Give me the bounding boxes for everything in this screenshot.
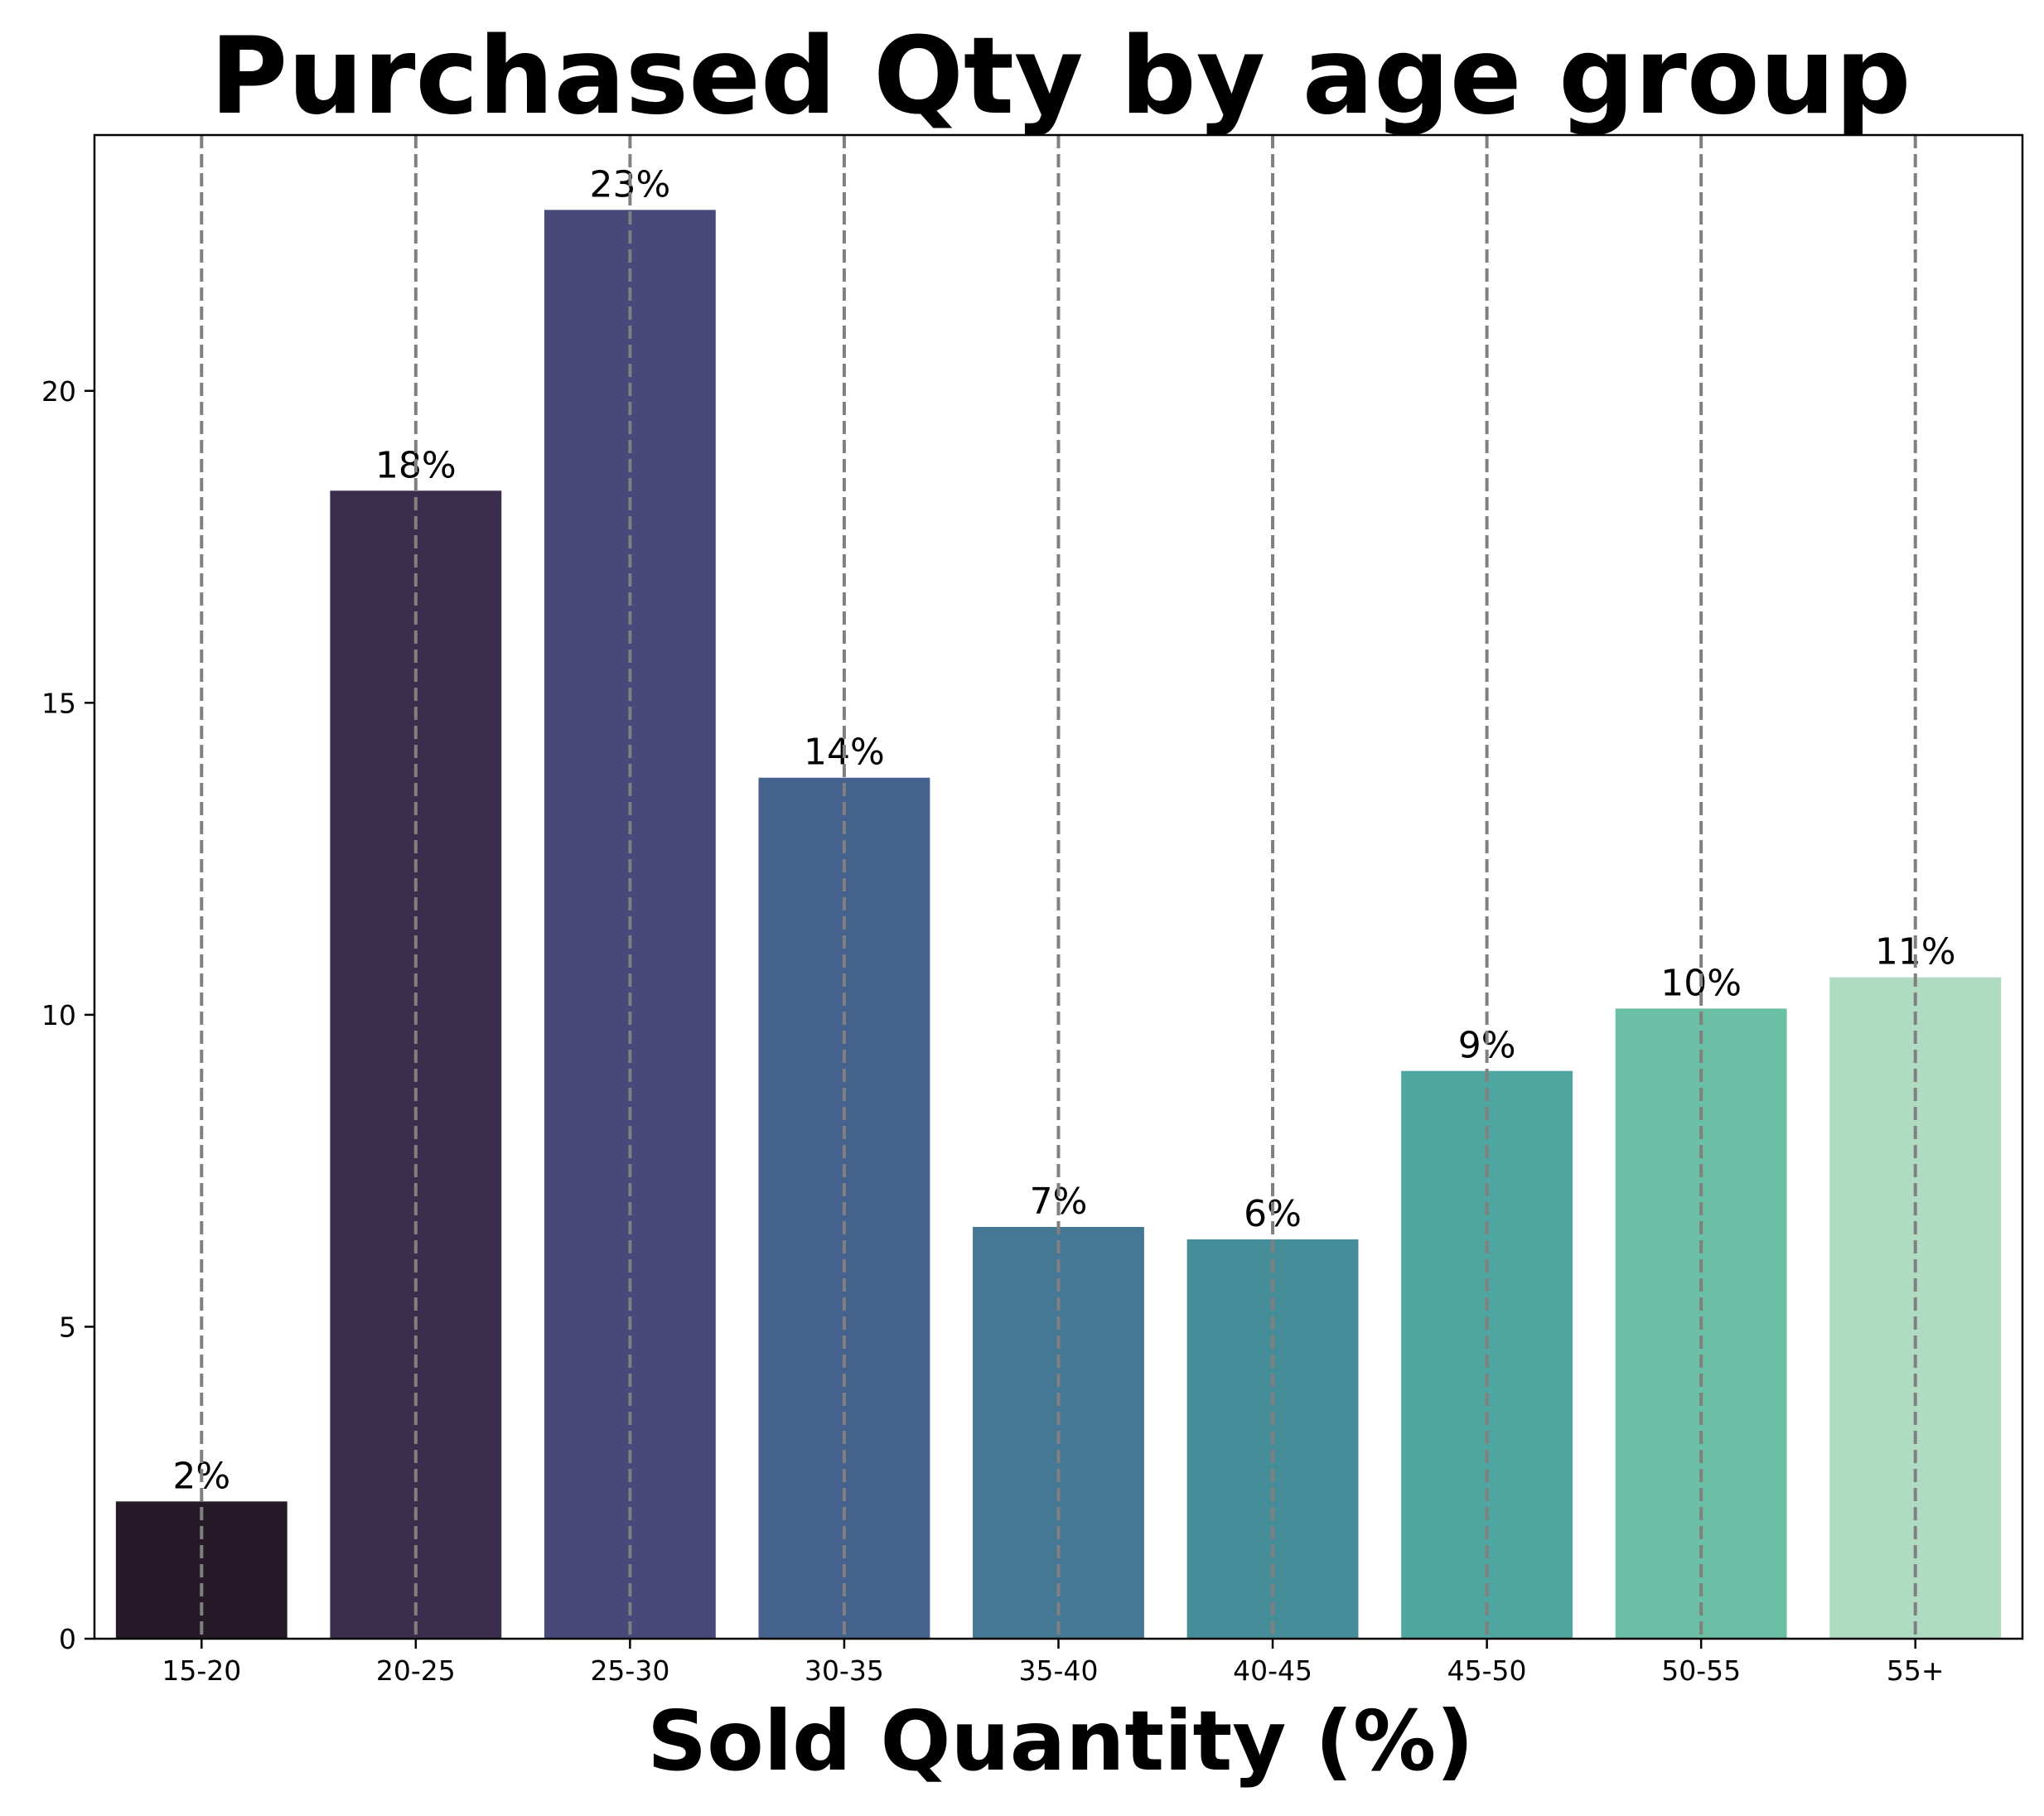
x-tick-label-45-50: 45-50 bbox=[1447, 1654, 1527, 1687]
y-tick-label-20: 20 bbox=[41, 375, 76, 408]
x-tick-label-55+: 55+ bbox=[1887, 1654, 1945, 1687]
x-tick-label-25-30: 25-30 bbox=[590, 1654, 669, 1687]
x-axis: 15-20 20-25 25-30 30-35 35-40 40-45 45-50 50-55… bbox=[162, 1639, 1945, 1687]
bar-20-25 bbox=[330, 490, 502, 1639]
gridlines-layer bbox=[200, 135, 1917, 1639]
x-tick-label-35-40: 35-40 bbox=[1019, 1654, 1099, 1687]
y-tick-label-15: 15 bbox=[41, 687, 76, 719]
chart-title: Purchased Qty by age group bbox=[210, 15, 1911, 138]
x-tick-label-40-45: 40-45 bbox=[1233, 1654, 1312, 1687]
y-tick-label-5: 5 bbox=[59, 1311, 76, 1343]
x-tick-label-50-55: 50-55 bbox=[1661, 1654, 1741, 1687]
x-tick-label-30-35: 30-35 bbox=[805, 1654, 884, 1687]
x-tick-label-15-20: 15-20 bbox=[162, 1654, 241, 1687]
y-tick-label-0: 0 bbox=[59, 1623, 76, 1655]
x-axis-label: Sold Quantity (%) bbox=[647, 1693, 1474, 1789]
y-tick-label-10: 10 bbox=[41, 999, 76, 1031]
x-tick-label-20-25: 20-25 bbox=[376, 1654, 456, 1687]
y-axis: 0 5 10 15 20 bbox=[41, 375, 94, 1655]
